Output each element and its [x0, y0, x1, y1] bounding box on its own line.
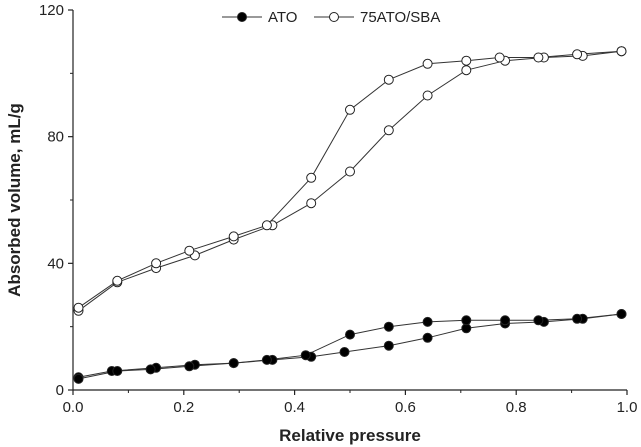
series-ato [73, 309, 627, 384]
data-point [184, 361, 195, 372]
legend-marker [329, 12, 339, 22]
data-point [300, 350, 311, 361]
data-point [422, 58, 433, 69]
y-tick-label: 0 [56, 382, 64, 399]
x-tick-label: 0.8 [506, 399, 527, 416]
y-axis-title: Absorbed volume, mL/g [5, 103, 24, 297]
data-point [261, 220, 272, 231]
legend-item: 75ATO/SBA [314, 9, 440, 26]
x-axis-title: Relative pressure [279, 426, 421, 445]
series-line-adsorption [78, 50, 622, 312]
data-point [228, 231, 239, 242]
y-ticks: 0 40 80 120 [39, 2, 73, 399]
data-point [383, 74, 394, 85]
data-point [422, 316, 433, 327]
legend-label: ATO [268, 9, 297, 26]
x-tick-label: 0.6 [395, 399, 416, 416]
x-tick-label: 0.4 [284, 399, 305, 416]
data-point [383, 125, 394, 136]
data-point [616, 46, 627, 57]
data-point [112, 275, 123, 286]
data-point [112, 366, 123, 376]
series-75ato-sba [73, 46, 627, 316]
data-point [461, 65, 472, 76]
data-point [306, 172, 317, 183]
plot-area [73, 46, 627, 384]
legend-item: ATO [222, 9, 297, 26]
y-tick-label: 120 [39, 2, 64, 19]
data-point [339, 347, 350, 357]
data-point [73, 302, 84, 313]
data-point [345, 104, 355, 115]
data-point [461, 315, 472, 326]
data-point [261, 354, 272, 365]
data-point [422, 332, 433, 343]
x-tick-label: 1.0 [617, 399, 638, 416]
data-point [228, 358, 239, 369]
y-tick-label: 80 [47, 129, 64, 146]
data-point [383, 321, 394, 332]
data-point [616, 309, 627, 319]
data-point [184, 245, 195, 256]
data-point [345, 166, 355, 177]
x-tick-label: 0.2 [173, 399, 194, 416]
data-point [572, 313, 583, 324]
legend-label: 75ATO/SBA [360, 9, 440, 26]
x-tick-label: 0.0 [63, 399, 84, 416]
legend-marker [237, 12, 247, 22]
data-point [306, 198, 317, 209]
data-point [572, 49, 583, 60]
data-point [533, 315, 544, 326]
data-point [145, 364, 156, 375]
data-point [533, 52, 544, 63]
data-point [73, 373, 84, 384]
legend: ATO 75ATO/SBA [222, 9, 440, 26]
data-point [151, 258, 162, 269]
data-point [383, 340, 394, 351]
y-tick-label: 40 [47, 255, 64, 272]
data-point [345, 329, 355, 340]
data-point [422, 90, 433, 101]
data-point [461, 55, 472, 66]
data-point [500, 315, 511, 326]
x-ticks: 0.0 0.2 0.4 0.6 0.8 1.0 [63, 390, 638, 416]
data-point [494, 52, 505, 63]
